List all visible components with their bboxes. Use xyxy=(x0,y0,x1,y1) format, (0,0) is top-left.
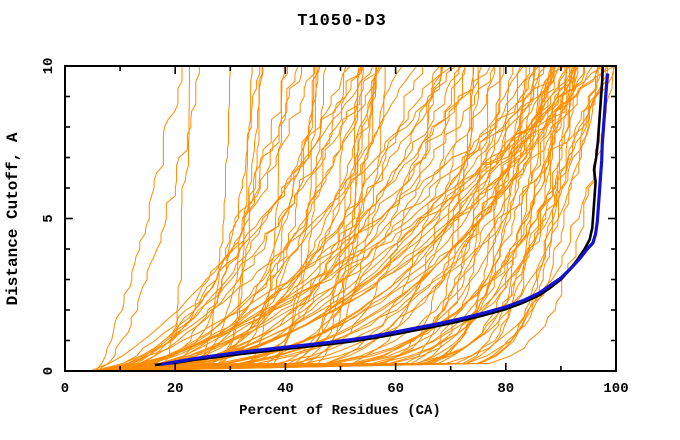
prediction-curve xyxy=(107,66,475,371)
prediction-curve xyxy=(108,66,579,371)
prediction-curve xyxy=(97,66,347,371)
prediction-curve xyxy=(99,66,377,371)
x-tick-label: 40 xyxy=(277,381,294,397)
highlighted-model-navy xyxy=(161,73,610,366)
prediction-curve xyxy=(103,66,317,371)
prediction-curve xyxy=(103,66,462,371)
x-tick-label: 100 xyxy=(603,381,628,397)
prediction-curve xyxy=(105,66,302,371)
axis-ticks xyxy=(64,65,617,372)
highlighted-model-black xyxy=(154,66,605,367)
prediction-curve xyxy=(102,66,552,371)
prediction-curve xyxy=(106,66,442,371)
prediction-curve xyxy=(98,66,566,371)
prediction-curve xyxy=(95,66,183,371)
prediction-curves-group xyxy=(89,66,616,371)
prediction-curve xyxy=(100,66,383,371)
prediction-curve xyxy=(93,66,444,371)
prediction-curve xyxy=(100,66,615,371)
prediction-curve xyxy=(103,66,576,371)
prediction-curve xyxy=(97,66,547,371)
prediction-curve xyxy=(110,66,603,371)
prediction-curve xyxy=(94,66,418,371)
x-axis-label: Percent of Residues (CA) xyxy=(239,403,441,419)
prediction-curve xyxy=(95,66,524,371)
prediction-curve xyxy=(98,66,285,371)
prediction-curve xyxy=(93,66,522,371)
prediction-curve xyxy=(94,66,571,371)
prediction-curve xyxy=(94,66,535,371)
x-tick-label: 0 xyxy=(61,381,69,397)
prediction-curve xyxy=(105,66,351,371)
prediction-curve xyxy=(104,66,495,371)
prediction-curve xyxy=(106,66,540,371)
prediction-curve xyxy=(90,66,614,371)
prediction-curve xyxy=(94,66,599,371)
prediction-curve xyxy=(96,66,527,371)
prediction-curve xyxy=(108,66,364,371)
prediction-curve xyxy=(94,66,553,371)
prediction-curve xyxy=(106,66,360,371)
prediction-curve xyxy=(97,66,601,371)
x-tick-label: 20 xyxy=(167,381,184,397)
prediction-curve xyxy=(104,66,556,371)
chart-title: T1050-D3 xyxy=(297,12,387,31)
prediction-curve xyxy=(104,66,605,371)
prediction-curve xyxy=(105,66,457,371)
prediction-curve xyxy=(91,66,319,371)
prediction-curve xyxy=(95,66,288,371)
prediction-curve xyxy=(98,66,362,371)
prediction-curve xyxy=(96,66,377,371)
prediction-curve xyxy=(91,66,261,371)
y-tick-label: 10 xyxy=(41,58,57,75)
prediction-curve xyxy=(90,66,568,371)
prediction-curve xyxy=(99,66,231,371)
axis-tick-labels: 0 20 40 60 80 100 0 5 10 xyxy=(41,58,629,397)
prediction-curve xyxy=(89,66,585,371)
prediction-curve xyxy=(107,66,579,371)
prediction-curve xyxy=(108,66,466,371)
x-tick-label: 80 xyxy=(497,381,514,397)
prediction-curve xyxy=(90,66,374,371)
prediction-curve xyxy=(103,66,536,371)
prediction-curve xyxy=(97,66,540,371)
y-tick-label: 0 xyxy=(41,367,57,375)
prediction-curve xyxy=(100,66,479,371)
prediction-curve xyxy=(100,66,327,371)
prediction-curve xyxy=(99,66,531,371)
prediction-curve xyxy=(93,66,424,371)
prediction-curve xyxy=(104,66,321,371)
prediction-curve xyxy=(90,66,560,371)
prediction-curve xyxy=(105,66,576,371)
highlighted-curves-group xyxy=(154,66,610,367)
prediction-curve xyxy=(104,66,443,371)
prediction-curve xyxy=(95,66,453,371)
prediction-curve xyxy=(99,66,299,371)
prediction-curve xyxy=(106,66,537,371)
prediction-curve xyxy=(96,66,200,371)
y-axis-label: Distance Cutoff, A xyxy=(4,132,22,305)
prediction-curve xyxy=(93,66,555,371)
prediction-curve xyxy=(101,66,315,371)
x-tick-label: 60 xyxy=(387,381,404,397)
prediction-curve xyxy=(92,66,363,371)
prediction-curve xyxy=(106,66,364,371)
prediction-curve xyxy=(99,66,599,371)
y-tick-label: 5 xyxy=(41,214,57,222)
